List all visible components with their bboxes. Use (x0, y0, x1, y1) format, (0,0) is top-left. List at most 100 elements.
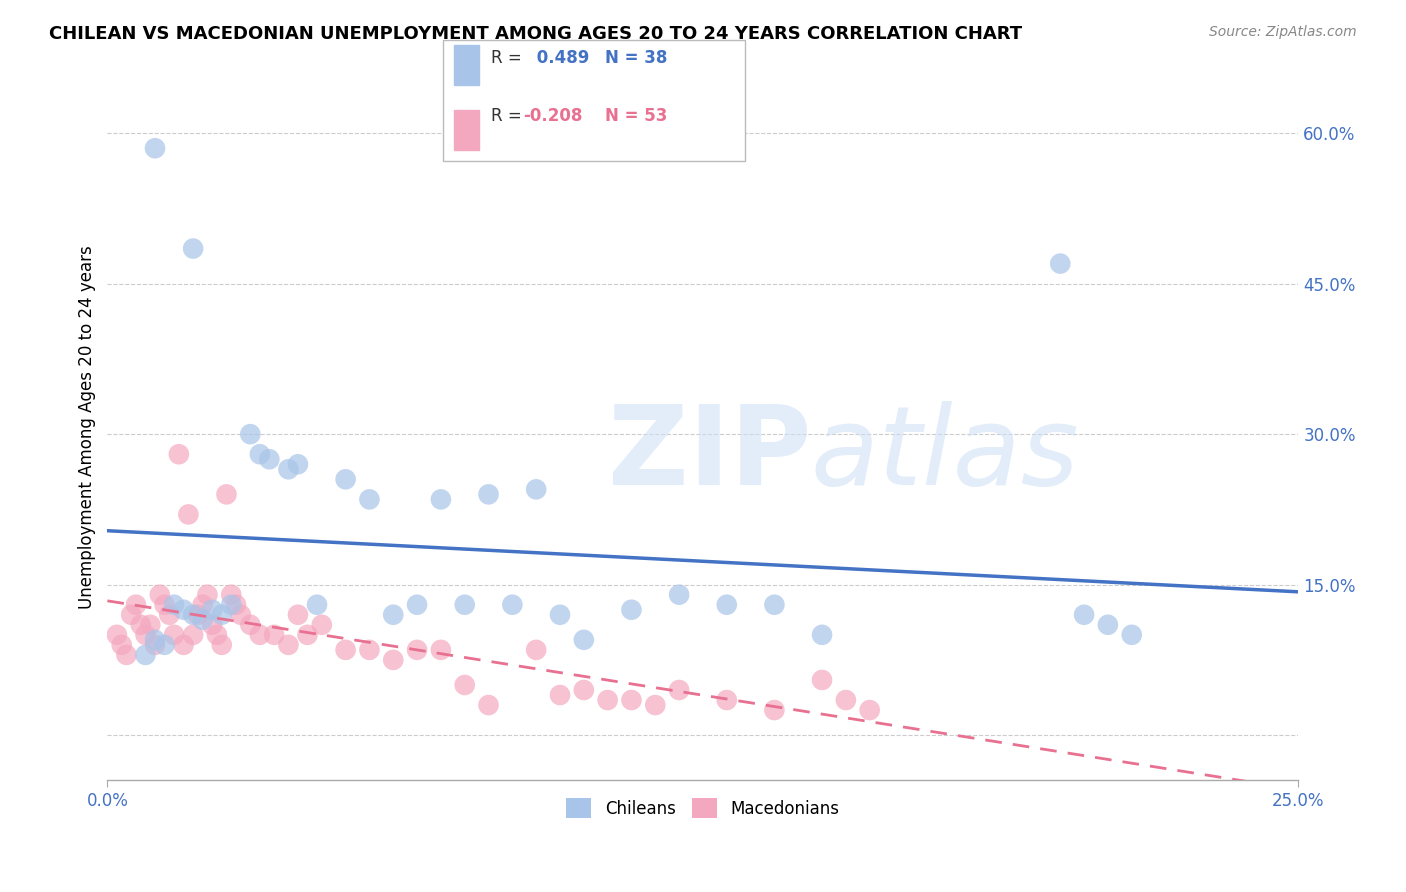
Point (1121, 628, 1143, 642)
Point (406, 598, 429, 612)
Point (277, 638, 299, 652)
Point (120, 607, 142, 622)
Point (1073, 607, 1095, 622)
Point (215, 487, 238, 501)
Point (835, 693, 858, 707)
Point (1097, 617, 1119, 632)
Point (143, 632, 166, 647)
Point (143, 638, 166, 652)
Text: 0.489: 0.489 (531, 49, 591, 67)
Text: R =: R = (491, 49, 527, 67)
Point (157, 607, 180, 622)
Point (191, 613, 214, 627)
Point (259, 452, 281, 467)
Text: -0.208: -0.208 (523, 107, 582, 125)
Point (620, 693, 643, 707)
Point (139, 617, 162, 632)
Point (105, 628, 128, 642)
Point (205, 628, 228, 642)
Point (305, 598, 328, 612)
Point (524, 483, 547, 497)
Point (668, 588, 690, 602)
Point (191, 598, 214, 612)
Point (382, 653, 405, 667)
Point (153, 598, 176, 612)
Point (115, 648, 138, 662)
Point (201, 603, 224, 617)
Point (239, 427, 262, 442)
Point (572, 632, 595, 647)
Point (173, 638, 195, 652)
Point (524, 643, 547, 657)
Point (596, 693, 619, 707)
Point (335, 643, 357, 657)
Point (297, 628, 319, 642)
Point (129, 617, 152, 632)
Point (1049, 257, 1071, 271)
Point (277, 462, 299, 476)
Point (359, 492, 381, 507)
Point (263, 628, 285, 642)
Point (153, 638, 176, 652)
Point (167, 447, 190, 461)
Point (501, 598, 523, 612)
Point (716, 598, 738, 612)
Point (249, 628, 271, 642)
Point (335, 472, 357, 486)
Point (201, 617, 224, 632)
Point (811, 673, 834, 687)
Text: CHILEAN VS MACEDONIAN UNEMPLOYMENT AMONG AGES 20 TO 24 YEARS CORRELATION CHART: CHILEAN VS MACEDONIAN UNEMPLOYMENT AMONG… (49, 25, 1022, 43)
Point (668, 683, 690, 698)
Point (548, 607, 571, 622)
Point (716, 693, 738, 707)
Point (181, 628, 204, 642)
Text: R =: R = (491, 107, 527, 125)
Point (620, 603, 643, 617)
Point (149, 588, 172, 602)
Point (811, 628, 834, 642)
Point (859, 703, 882, 717)
Text: ZIP: ZIP (607, 401, 811, 508)
Point (181, 607, 204, 622)
Point (111, 638, 134, 652)
Point (211, 638, 233, 652)
Point (229, 607, 252, 622)
Text: atlas: atlas (810, 401, 1078, 508)
Point (219, 588, 242, 602)
Point (134, 648, 156, 662)
Point (430, 492, 453, 507)
Point (382, 607, 405, 622)
Point (430, 643, 453, 657)
Text: N = 38: N = 38 (605, 49, 666, 67)
Point (173, 603, 195, 617)
Point (644, 698, 666, 712)
Point (181, 242, 204, 256)
Point (311, 617, 333, 632)
Point (225, 598, 247, 612)
Point (163, 598, 186, 612)
Point (454, 598, 477, 612)
Point (477, 487, 499, 501)
Point (177, 508, 200, 522)
Point (763, 703, 786, 717)
Point (143, 141, 166, 155)
Point (359, 643, 381, 657)
Point (211, 607, 233, 622)
Point (163, 628, 186, 642)
Text: N = 53: N = 53 (605, 107, 666, 125)
Point (548, 688, 571, 702)
Y-axis label: Unemployment Among Ages 20 to 24 years: Unemployment Among Ages 20 to 24 years (79, 244, 96, 608)
Point (125, 598, 148, 612)
Point (287, 607, 309, 622)
Point (197, 588, 219, 602)
Legend: Chileans, Macedonians: Chileans, Macedonians (560, 791, 846, 825)
Point (134, 628, 156, 642)
Point (406, 643, 429, 657)
Point (477, 698, 499, 712)
Text: Source: ZipAtlas.com: Source: ZipAtlas.com (1209, 25, 1357, 39)
Point (572, 683, 595, 698)
Point (454, 678, 477, 692)
Point (187, 607, 209, 622)
Point (219, 598, 242, 612)
Point (763, 598, 786, 612)
